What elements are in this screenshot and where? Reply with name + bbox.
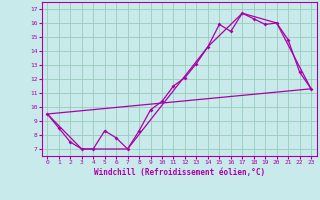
X-axis label: Windchill (Refroidissement éolien,°C): Windchill (Refroidissement éolien,°C) <box>94 168 265 177</box>
